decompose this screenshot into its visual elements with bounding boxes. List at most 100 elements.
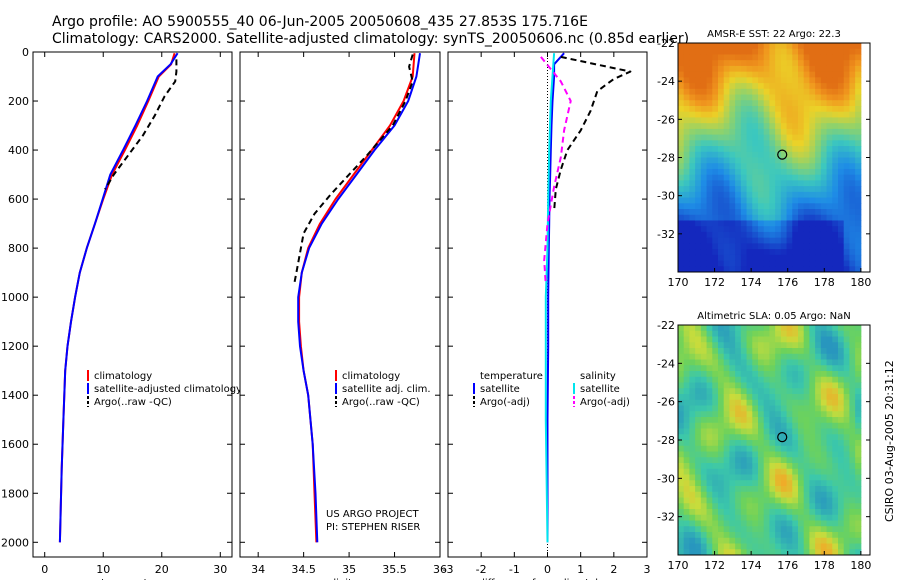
map-cell — [706, 325, 713, 332]
map-cell — [689, 371, 696, 378]
map-cell — [792, 463, 799, 470]
map-cell — [792, 123, 799, 130]
map-cell — [689, 457, 696, 464]
map-cell — [678, 394, 685, 401]
map-cell — [775, 382, 782, 389]
map-cell — [678, 371, 685, 378]
map-cell — [763, 394, 770, 401]
map-cell — [683, 226, 690, 233]
map-cell — [826, 111, 833, 118]
map-cell — [769, 520, 776, 527]
map-cell — [838, 203, 845, 210]
map-cell — [792, 428, 799, 435]
map-cell — [775, 336, 782, 343]
map-cell — [786, 191, 793, 199]
map-cell — [689, 480, 696, 487]
map-cell — [775, 520, 782, 527]
map-cell — [706, 117, 713, 124]
map-cell — [832, 237, 839, 244]
map-cell — [838, 174, 845, 181]
map-cell — [758, 209, 765, 216]
map-cell — [752, 422, 759, 429]
map-cell — [758, 117, 765, 124]
map-cell — [718, 146, 725, 153]
map-cell — [798, 180, 805, 187]
map-cell — [683, 376, 690, 383]
map-cell — [678, 203, 685, 210]
map-cell — [678, 48, 685, 55]
map-cell — [689, 526, 696, 533]
map-cell — [678, 399, 685, 406]
map-cell — [683, 197, 690, 204]
map-cell — [678, 151, 685, 158]
map-cell — [832, 60, 839, 67]
map-cell — [780, 237, 788, 244]
map-cell — [746, 111, 753, 118]
map-cell — [729, 226, 736, 233]
map-cell — [843, 140, 850, 147]
map-cell — [798, 509, 805, 516]
map-cell — [689, 520, 696, 527]
map-cell — [775, 54, 782, 61]
map-cell — [769, 353, 776, 360]
map-cell — [678, 353, 685, 360]
map-cell — [849, 123, 856, 130]
map-cell — [780, 543, 788, 550]
map-cell — [855, 445, 862, 452]
map-cell — [758, 428, 765, 435]
map-cell — [712, 163, 719, 170]
map-cell — [826, 123, 833, 130]
map-cell — [746, 445, 753, 452]
map-cell — [763, 77, 770, 84]
map-cell — [695, 411, 702, 418]
map-cell — [826, 463, 833, 470]
map-cell — [843, 105, 850, 113]
map-cell — [775, 411, 782, 418]
map-cell — [775, 474, 782, 481]
map-cell — [706, 220, 713, 227]
map-cell — [775, 543, 782, 550]
map-cell — [718, 140, 725, 147]
map-cell — [706, 214, 713, 221]
map-cell — [746, 77, 753, 84]
map-cell — [678, 457, 685, 464]
map-cell — [826, 94, 833, 101]
map-cell — [683, 54, 690, 61]
map-cell — [832, 123, 839, 130]
map-cell — [786, 157, 793, 164]
map-cell — [780, 336, 788, 343]
map-cell — [815, 146, 822, 153]
map-cell — [735, 411, 742, 418]
map-cell — [849, 486, 856, 493]
map-cell — [826, 376, 833, 383]
map-cell — [820, 214, 828, 221]
map-cell — [735, 336, 742, 343]
map-cell — [826, 330, 833, 337]
map-cell — [723, 457, 730, 464]
map-cell — [798, 254, 805, 262]
map-cell — [838, 100, 845, 107]
map-cell — [769, 220, 776, 227]
map-cell — [695, 486, 702, 493]
map-cell — [769, 43, 776, 50]
map-cell — [786, 417, 793, 424]
map-cell — [689, 411, 696, 418]
map-cell — [803, 77, 810, 84]
map-cell — [706, 266, 713, 273]
map-cell — [855, 203, 862, 210]
map-cell — [700, 77, 708, 84]
map-cell — [786, 509, 793, 516]
map-cell — [780, 157, 788, 164]
map-cell — [769, 100, 776, 107]
map-cell — [855, 249, 862, 256]
map-cell — [775, 266, 782, 273]
map-cell — [723, 249, 730, 256]
map-cell — [678, 422, 685, 429]
map-cell — [712, 123, 719, 130]
map-cell — [758, 520, 765, 527]
map-cell — [803, 243, 810, 250]
map-cell — [803, 163, 810, 170]
map-cell — [769, 480, 776, 487]
map-cell — [803, 348, 810, 355]
map-cell — [826, 54, 833, 61]
